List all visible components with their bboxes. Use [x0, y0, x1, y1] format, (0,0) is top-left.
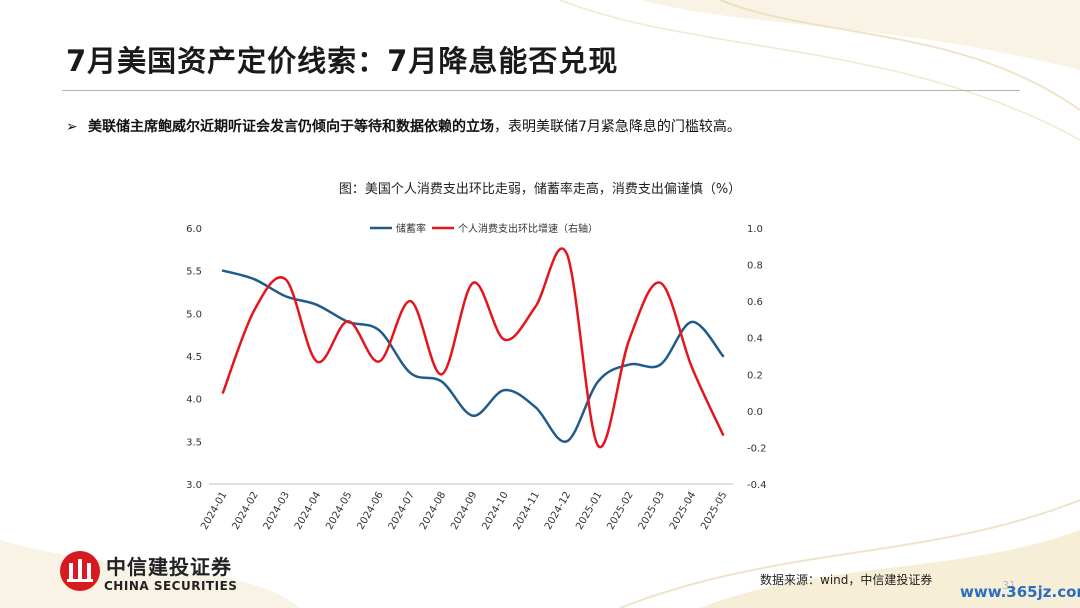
y-right-tick-label: 0.8	[747, 261, 763, 272]
y-right-tick-label: -0.4	[747, 480, 767, 491]
y-right-tick-label: 0.2	[747, 370, 763, 381]
x-tick-label: 2024-09	[449, 490, 479, 532]
x-tick-label: 2024-01	[199, 490, 229, 532]
y-right-tick-label: 1.0	[747, 224, 763, 235]
legend-label-saving-rate: 储蓄率	[396, 222, 426, 235]
pce-mom-line	[221, 247, 725, 449]
y-left-tick-label: 6.0	[186, 224, 202, 235]
y-left-tick-label: 3.5	[186, 437, 202, 448]
page-title: 7月美国资产定价线索：7月降息能否兑现	[66, 44, 619, 78]
saving-rate-line	[221, 269, 725, 443]
y-left-tick-label: 3.0	[186, 480, 202, 491]
y-right-tick-label: 0.6	[747, 297, 763, 308]
y-left-tick-label: 5.5	[186, 267, 202, 278]
x-tick-label: 2025-04	[668, 490, 698, 532]
x-tick-label: 2024-06	[355, 490, 385, 532]
y-left-tick-label: 5.0	[186, 309, 202, 320]
data-source: 数据来源：wind，中信建投证券	[760, 573, 933, 587]
x-tick-label: 2024-07	[387, 490, 417, 532]
page-number: 31	[1002, 579, 1016, 592]
x-tick-label: 2024-03	[262, 490, 292, 532]
x-tick-label: 2025-03	[637, 490, 667, 532]
bullet-point: ➢ 美联储主席鲍威尔近期听证会发言仍倾向于等待和数据依赖的立场，表明美联储7月紧急…	[66, 116, 741, 136]
logo-chinese-name: 中信建投证券	[106, 555, 232, 579]
x-tick-label: 2024-08	[418, 490, 448, 532]
watermark: www.365jz.com	[960, 583, 1080, 601]
title-divider	[62, 90, 1020, 91]
y-left-tick-label: 4.5	[186, 352, 202, 363]
x-tick-label: 2025-01	[574, 490, 604, 532]
y-left-tick-label: 4.0	[186, 395, 202, 406]
x-tick-label: 2024-05	[324, 490, 354, 532]
y-right-tick-label: 0.4	[747, 334, 763, 345]
y-right-tick-label: -0.2	[747, 443, 767, 454]
citic-logo-icon	[60, 551, 100, 591]
x-tick-label: 2025-02	[605, 490, 635, 532]
logo-english-name: CHINA SECURITIES	[104, 579, 238, 593]
x-tick-label: 2024-12	[543, 490, 573, 532]
company-logo: 中信建投证券 CHINA SECURITIES	[58, 549, 258, 599]
bullet-bold-text: 美联储主席鲍威尔近期听证会发言仍倾向于等待和数据依赖的立场	[88, 119, 494, 135]
x-tick-label: 2024-02	[230, 490, 260, 532]
x-tick-label: 2024-10	[480, 490, 510, 532]
y-right-tick-label: 0.0	[747, 407, 763, 418]
x-tick-label: 2024-11	[512, 490, 542, 532]
bullet-arrow-icon: ➢	[66, 119, 78, 135]
x-tick-label: 2024-04	[293, 490, 323, 532]
x-tick-label: 2025-05	[699, 490, 729, 532]
bullet-text: ，表明美联储7月紧急降息的门槛较高。	[494, 119, 741, 135]
chart-caption: 图：美国个人消费支出环比走弱，储蓄率走高，消费支出偏谨慎（%）	[338, 182, 742, 197]
legend-label-pce-mom: 个人消费支出环比增速（右轴）	[458, 222, 598, 235]
